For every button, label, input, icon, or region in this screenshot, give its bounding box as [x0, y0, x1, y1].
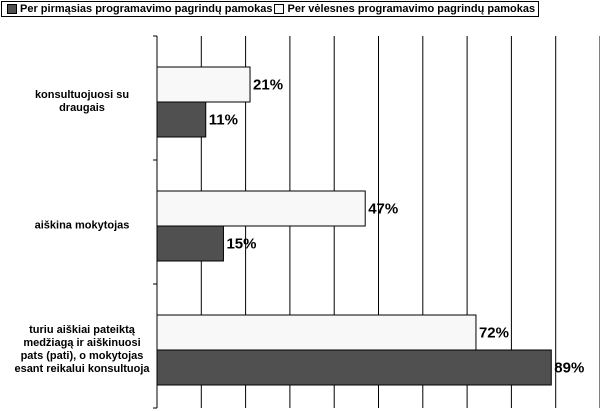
bar: [156, 225, 224, 262]
value-label: 15%: [226, 235, 256, 252]
bar: [156, 314, 477, 351]
legend-swatch: [274, 4, 285, 14]
value-label: 47%: [368, 200, 398, 217]
legend-label: Per pirmąsias programavimo pagrindų pamo…: [20, 3, 273, 15]
category-label: konsultuojuosi su draugais: [34, 89, 130, 114]
legend: Per pirmąsias programavimo pagrindų pamo…: [1, 1, 540, 17]
bar: [156, 190, 366, 227]
bar: [156, 66, 251, 103]
legend-swatch: [7, 4, 17, 14]
bar: [156, 101, 207, 138]
category-label: turiu aiškiai pateiktą medžiagą ir aiški…: [14, 324, 150, 375]
value-label: 89%: [554, 359, 584, 376]
value-label: 11%: [209, 111, 238, 128]
bar: [156, 349, 552, 386]
category-label: aiškina mokytojas: [34, 219, 130, 232]
legend-label: Per vėlesnes programavimo pagrindų pamok…: [287, 3, 536, 15]
value-label: 21%: [253, 76, 283, 93]
value-label: 72%: [479, 324, 509, 341]
